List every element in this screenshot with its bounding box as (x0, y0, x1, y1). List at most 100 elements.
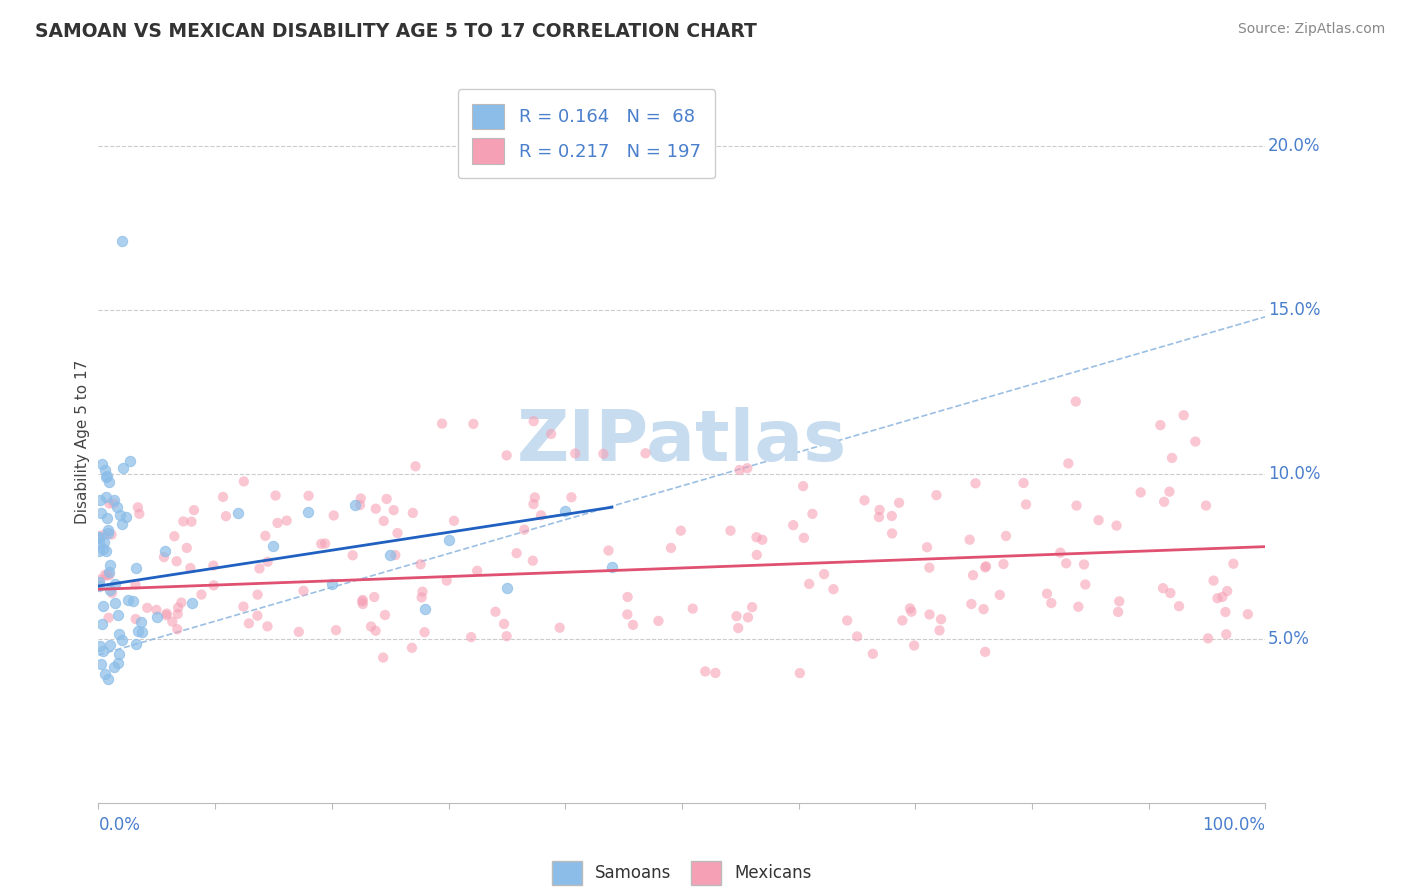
Point (918, 560, 941, 574)
Point (98, 497, 121, 511)
Point (960, 597, 983, 611)
Point (837, 614, 859, 628)
Point (1105, 518, 1128, 533)
Point (129, 615, 152, 629)
Point (124, 612, 146, 626)
Point (974, 560, 997, 574)
Point (463, 417, 485, 431)
Point (100, 527, 122, 541)
Point (1064, 394, 1087, 409)
Point (782, 518, 804, 533)
Point (554, 504, 576, 518)
Point (103, 659, 125, 673)
Point (616, 590, 638, 604)
Point (728, 463, 751, 477)
Point (647, 614, 669, 628)
Point (880, 526, 903, 541)
Point (364, 501, 387, 516)
Point (548, 621, 571, 635)
Point (153, 544, 176, 558)
Point (973, 602, 995, 616)
Point (103, 496, 125, 510)
Point (1040, 596, 1063, 610)
Point (364, 624, 387, 638)
Point (101, 586, 124, 600)
Point (256, 555, 278, 569)
Point (292, 583, 315, 598)
Point (110, 517, 132, 532)
Point (492, 616, 515, 631)
Point (131, 625, 153, 640)
Point (87, 529, 110, 543)
Point (704, 665, 727, 680)
Y-axis label: Disability Age 5 to 17: Disability Age 5 to 17 (75, 359, 90, 524)
Point (505, 546, 527, 560)
Point (496, 581, 519, 595)
Point (994, 529, 1017, 543)
Point (96, 544, 118, 558)
Point (1057, 457, 1080, 471)
Point (266, 516, 288, 530)
Point (90, 506, 112, 520)
Point (350, 491, 373, 506)
Point (380, 548, 402, 562)
Point (1153, 495, 1175, 509)
Point (1211, 590, 1233, 604)
Point (314, 536, 336, 550)
Point (374, 607, 396, 622)
Point (1108, 594, 1130, 608)
Point (1195, 499, 1218, 513)
Point (98, 638, 121, 652)
Point (540, 427, 562, 442)
Point (172, 515, 194, 529)
Point (89, 530, 111, 544)
Point (1159, 586, 1181, 600)
Point (974, 645, 997, 659)
Point (1054, 556, 1077, 570)
Point (108, 508, 131, 522)
Point (409, 558, 432, 572)
Point (1168, 599, 1191, 614)
Point (352, 597, 374, 611)
Point (1087, 513, 1109, 527)
Point (153, 550, 176, 565)
Point (94, 463, 117, 477)
Point (89, 492, 111, 507)
Point (375, 491, 398, 506)
Point (262, 539, 284, 553)
Text: 15.0%: 15.0% (1268, 301, 1320, 319)
Text: SAMOAN VS MEXICAN DISABILITY AGE 5 TO 17 CORRELATION CHART: SAMOAN VS MEXICAN DISABILITY AGE 5 TO 17… (35, 22, 756, 41)
Point (1216, 584, 1239, 599)
Point (156, 607, 179, 621)
Point (598, 543, 620, 558)
Point (127, 624, 149, 639)
Point (522, 554, 544, 568)
Point (484, 605, 506, 619)
Point (669, 524, 692, 538)
Point (105, 500, 128, 515)
Point (887, 496, 910, 510)
Point (522, 497, 544, 511)
Point (215, 509, 238, 524)
Point (254, 529, 277, 543)
Point (287, 624, 309, 639)
Point (868, 510, 890, 524)
Point (363, 590, 385, 604)
Point (93, 534, 115, 549)
Point (96, 468, 118, 483)
Point (413, 602, 436, 616)
Point (107, 627, 129, 641)
Point (682, 601, 704, 615)
Point (600, 559, 623, 574)
Point (745, 548, 768, 562)
Point (125, 637, 148, 651)
Point (118, 453, 141, 467)
Point (460, 630, 482, 644)
Point (1202, 574, 1225, 588)
Point (155, 608, 177, 623)
Point (94, 568, 117, 582)
Point (91, 644, 114, 658)
Point (959, 533, 981, 547)
Point (382, 503, 405, 517)
Point (741, 600, 763, 615)
